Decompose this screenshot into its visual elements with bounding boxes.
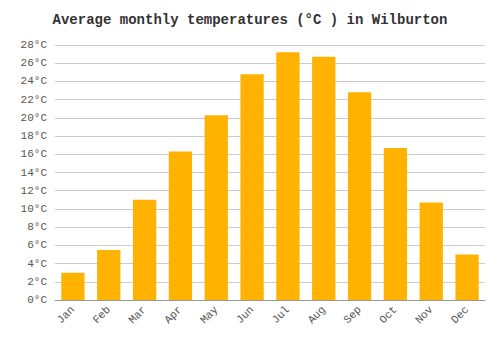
svg-text:10°C: 10°C bbox=[21, 203, 48, 215]
svg-text:2°C: 2°C bbox=[27, 276, 47, 288]
svg-text:Jul: Jul bbox=[270, 304, 292, 326]
svg-text:20°C: 20°C bbox=[21, 112, 48, 124]
svg-text:Oct: Oct bbox=[377, 304, 399, 326]
svg-text:28°C: 28°C bbox=[21, 39, 48, 51]
svg-text:May: May bbox=[198, 303, 221, 326]
svg-text:6°C: 6°C bbox=[27, 239, 47, 251]
svg-text:24°C: 24°C bbox=[21, 75, 48, 87]
svg-text:Sep: Sep bbox=[341, 304, 363, 326]
svg-text:12°C: 12°C bbox=[21, 185, 48, 197]
svg-text:4°C: 4°C bbox=[27, 258, 47, 270]
svg-text:Mar: Mar bbox=[126, 304, 148, 326]
svg-text:8°C: 8°C bbox=[27, 221, 47, 233]
svg-text:26°C: 26°C bbox=[21, 57, 48, 69]
svg-text:18°C: 18°C bbox=[21, 130, 48, 142]
svg-text:16°C: 16°C bbox=[21, 148, 48, 160]
svg-text:Feb: Feb bbox=[91, 304, 113, 326]
svg-text:Nov: Nov bbox=[413, 303, 436, 326]
svg-text:0°C: 0°C bbox=[27, 294, 47, 306]
svg-text:Aug: Aug bbox=[306, 304, 328, 326]
svg-text:14°C: 14°C bbox=[21, 167, 48, 179]
svg-text:Jan: Jan bbox=[55, 304, 77, 326]
svg-text:Jun: Jun bbox=[234, 304, 256, 326]
svg-text:Dec: Dec bbox=[449, 304, 471, 326]
svg-text:Apr: Apr bbox=[162, 304, 184, 326]
svg-text:22°C: 22°C bbox=[21, 94, 48, 106]
svg-text:Average monthly temperatures (: Average monthly temperatures (°C ) in Wi… bbox=[53, 12, 448, 28]
